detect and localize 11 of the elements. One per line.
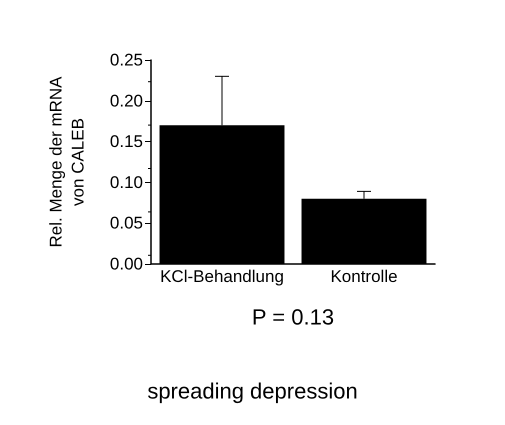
y-tick-label: 0.25: [110, 50, 143, 70]
y-tick-label: 0.00: [110, 254, 143, 274]
y-tick-label: 0.20: [110, 91, 143, 110]
x-tick-label: KCl-Behandlung: [160, 267, 284, 286]
x-axis-title: P = 0.13: [252, 304, 334, 330]
y-tick-label: 0.05: [110, 214, 143, 233]
x-tick-label: Kontrolle: [330, 267, 398, 286]
y-tick-label: 0.10: [110, 172, 143, 192]
y-tick-label: 0.15: [110, 132, 143, 152]
text: spreading depression: [147, 378, 358, 404]
y-axis-title: Rel. Menge der mRNA von CALEB: [46, 76, 88, 248]
